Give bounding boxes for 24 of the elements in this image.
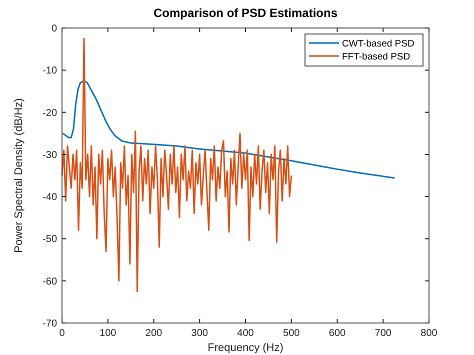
x-tick-label: 800	[420, 328, 438, 339]
chart-title: Comparison of PSD Estimations	[153, 6, 338, 20]
y-tick-label: -20	[42, 108, 58, 119]
x-tick-label: 100	[100, 328, 117, 339]
y-tick-label: -70	[42, 318, 58, 330]
x-tick-label: 300	[191, 328, 208, 339]
x-tick-label: 200	[145, 328, 163, 339]
y-tick-label: -40	[42, 192, 58, 204]
y-axis-title: Power Spectral Density (dB/Hz)	[13, 98, 25, 253]
x-axis-title: Frequency (Hz)	[208, 342, 284, 354]
x-tick-label: 600	[328, 328, 346, 339]
line-series	[61, 38, 292, 292]
y-tick-label: 0	[51, 24, 58, 34]
legend-label: CWT-based PSD	[342, 38, 414, 50]
x-tick-label: 500	[283, 328, 300, 339]
y-tick-label: -10	[42, 66, 58, 77]
x-tick-label: 700	[374, 328, 392, 339]
y-tick-label: -50	[42, 234, 58, 246]
x-tick-label: 0	[59, 328, 66, 339]
x-tick-label: 400	[237, 328, 254, 339]
legend-label: FFT-based PSD	[342, 52, 410, 62]
y-tick-label: -60	[42, 276, 58, 288]
y-tick-label: -30	[42, 150, 58, 161]
line-series	[62, 80, 396, 179]
